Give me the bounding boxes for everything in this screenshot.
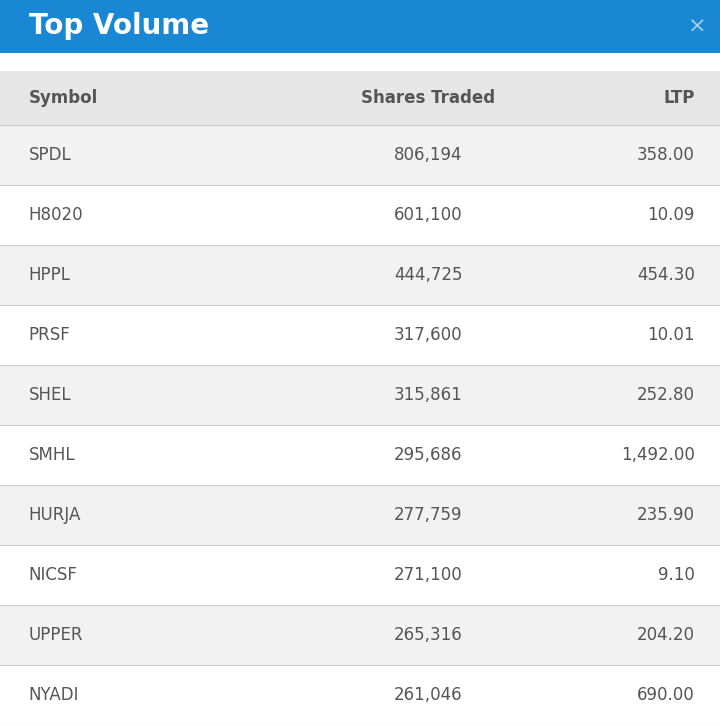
FancyBboxPatch shape xyxy=(0,485,720,545)
Text: 317,600: 317,600 xyxy=(394,326,463,344)
Text: 277,759: 277,759 xyxy=(394,506,463,524)
Text: 454.30: 454.30 xyxy=(637,266,695,284)
Text: HPPL: HPPL xyxy=(29,266,71,284)
Text: 265,316: 265,316 xyxy=(394,626,463,644)
FancyBboxPatch shape xyxy=(0,665,720,725)
Text: HURJA: HURJA xyxy=(29,506,81,524)
Text: 235.90: 235.90 xyxy=(636,506,695,524)
Text: 444,725: 444,725 xyxy=(394,266,463,284)
FancyBboxPatch shape xyxy=(0,186,720,245)
Text: 261,046: 261,046 xyxy=(394,686,463,704)
Text: 601,100: 601,100 xyxy=(394,207,463,224)
Text: 9.10: 9.10 xyxy=(658,566,695,584)
Text: 271,100: 271,100 xyxy=(394,566,463,584)
Text: Symbol: Symbol xyxy=(29,89,98,107)
FancyBboxPatch shape xyxy=(0,305,720,365)
Text: 204.20: 204.20 xyxy=(636,626,695,644)
Text: 690.00: 690.00 xyxy=(637,686,695,704)
Text: Shares Traded: Shares Traded xyxy=(361,89,495,107)
Text: NYADI: NYADI xyxy=(29,686,79,704)
Text: ×: × xyxy=(688,17,706,36)
FancyBboxPatch shape xyxy=(0,425,720,485)
Text: 10.09: 10.09 xyxy=(647,207,695,224)
FancyBboxPatch shape xyxy=(0,125,720,186)
Text: PRSF: PRSF xyxy=(29,326,71,344)
Text: LTP: LTP xyxy=(663,89,695,107)
Text: SPDL: SPDL xyxy=(29,146,71,165)
FancyBboxPatch shape xyxy=(0,53,720,71)
Text: 10.01: 10.01 xyxy=(647,326,695,344)
FancyBboxPatch shape xyxy=(0,71,720,125)
Text: 806,194: 806,194 xyxy=(394,146,463,165)
Text: UPPER: UPPER xyxy=(29,626,84,644)
Text: 358.00: 358.00 xyxy=(637,146,695,165)
Text: H8020: H8020 xyxy=(29,207,84,224)
Text: 1,492.00: 1,492.00 xyxy=(621,446,695,464)
Text: 252.80: 252.80 xyxy=(636,386,695,405)
Text: SHEL: SHEL xyxy=(29,386,71,405)
FancyBboxPatch shape xyxy=(0,545,720,605)
FancyBboxPatch shape xyxy=(0,0,720,53)
Text: Top Volume: Top Volume xyxy=(29,12,209,41)
FancyBboxPatch shape xyxy=(0,605,720,665)
Text: SMHL: SMHL xyxy=(29,446,76,464)
FancyBboxPatch shape xyxy=(0,365,720,425)
Text: 295,686: 295,686 xyxy=(394,446,463,464)
Text: NICSF: NICSF xyxy=(29,566,78,584)
Text: 315,861: 315,861 xyxy=(394,386,463,405)
FancyBboxPatch shape xyxy=(0,245,720,305)
